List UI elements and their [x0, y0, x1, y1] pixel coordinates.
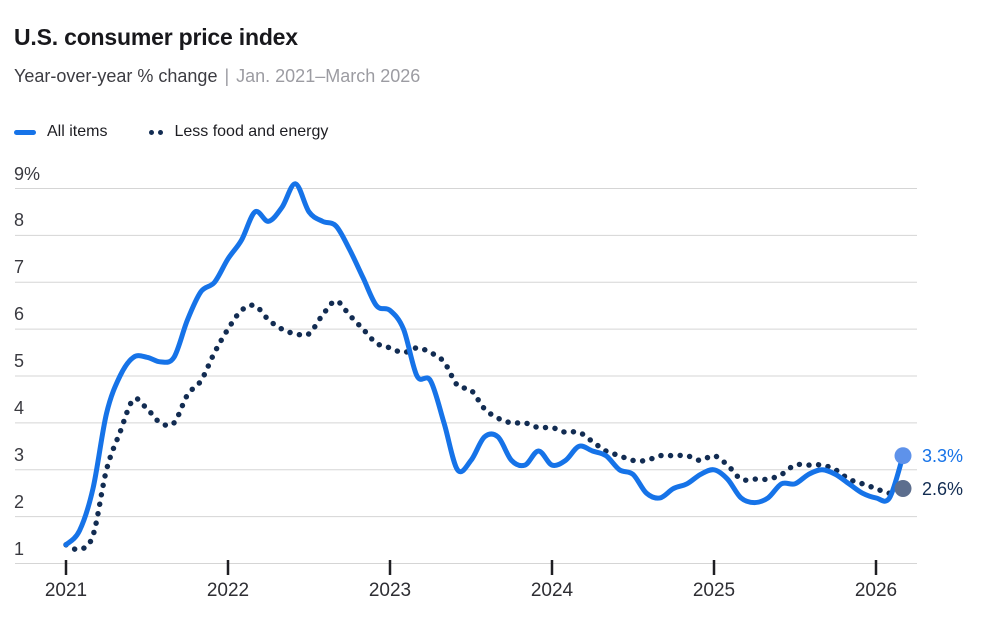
legend-item-less-food-energy: Less food and energy — [149, 123, 328, 141]
chart-subtitle: Year-over-year % change | Jan. 2021–March … — [14, 66, 420, 87]
dotted-line-swatch-icon — [149, 129, 164, 135]
series-line-less-food-energy — [63, 298, 906, 553]
series-end-dot — [894, 447, 912, 465]
legend-label-less-food-energy: Less food and energy — [174, 123, 329, 140]
legend-item-all-items: All items — [14, 123, 107, 141]
legend-label-all-items: All items — [47, 123, 108, 140]
subtitle-separator: | — [224, 66, 230, 86]
series-end-dot — [894, 480, 912, 497]
solid-line-swatch-icon — [14, 129, 36, 135]
subtitle-measure: Year-over-year % change — [14, 66, 218, 86]
chart-title: U.S. consumer price index — [14, 24, 298, 50]
series-line-all-items — [63, 181, 906, 548]
chart-legend: All items Less food and energy — [14, 123, 328, 141]
subtitle-date-range: Jan. 2021–March 2026 — [236, 66, 421, 86]
